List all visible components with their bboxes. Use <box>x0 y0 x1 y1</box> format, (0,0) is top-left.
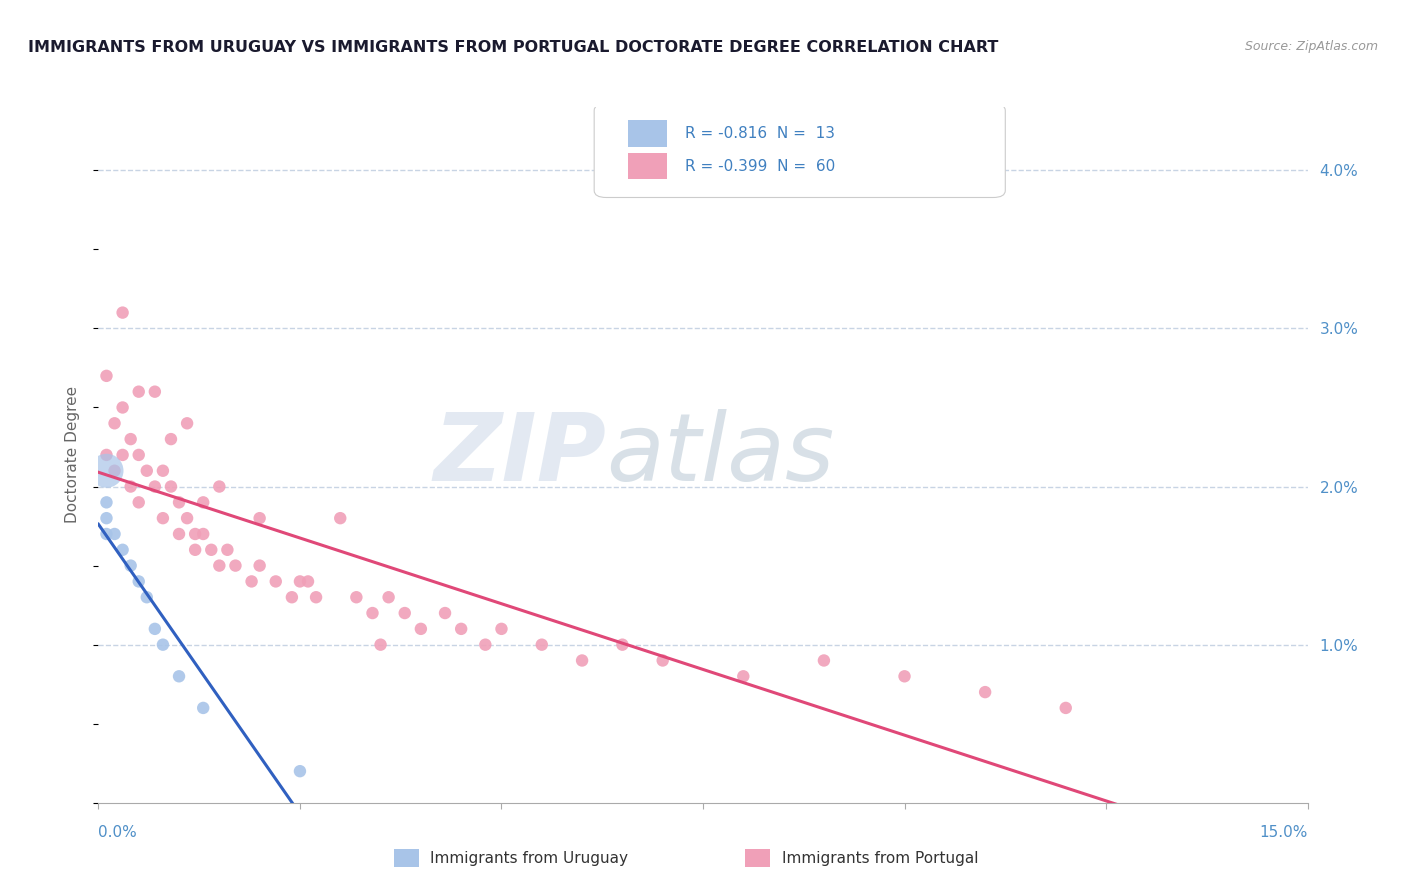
Point <box>249 558 271 573</box>
Text: Immigrants from Portugal: Immigrants from Portugal <box>782 851 979 865</box>
Text: R = -0.816  N =  13: R = -0.816 N = 13 <box>685 126 835 141</box>
Text: Immigrants from Uruguay: Immigrants from Uruguay <box>430 851 628 865</box>
Point <box>167 669 190 683</box>
Point <box>377 591 399 605</box>
Point <box>193 527 215 541</box>
Point <box>120 479 142 493</box>
Point <box>288 574 311 589</box>
Point <box>305 591 328 605</box>
Point <box>143 384 166 399</box>
Point <box>143 622 166 636</box>
Point <box>281 591 304 605</box>
Text: Source: ZipAtlas.com: Source: ZipAtlas.com <box>1244 40 1378 54</box>
Point <box>103 417 125 431</box>
Point <box>893 669 915 683</box>
Point <box>249 511 271 525</box>
Point <box>1054 701 1077 715</box>
Point <box>651 653 673 667</box>
Point <box>152 511 174 525</box>
Point <box>297 574 319 589</box>
Text: atlas: atlas <box>606 409 835 500</box>
Point <box>361 606 384 620</box>
Point <box>96 495 118 509</box>
Point <box>111 401 134 415</box>
Point <box>434 606 457 620</box>
Point <box>193 701 215 715</box>
Point <box>612 638 634 652</box>
Point <box>111 305 134 319</box>
Point <box>200 542 222 557</box>
Point <box>120 432 142 446</box>
Point <box>240 574 263 589</box>
Point <box>450 622 472 636</box>
Point <box>111 448 134 462</box>
Point <box>160 479 183 493</box>
Point <box>409 622 432 636</box>
Point <box>394 606 416 620</box>
Text: IMMIGRANTS FROM URUGUAY VS IMMIGRANTS FROM PORTUGAL DOCTORATE DEGREE CORRELATION: IMMIGRANTS FROM URUGUAY VS IMMIGRANTS FR… <box>28 40 998 55</box>
Point <box>176 511 198 525</box>
Point <box>152 464 174 478</box>
Point <box>167 495 190 509</box>
Point <box>184 542 207 557</box>
Point <box>128 384 150 399</box>
Point <box>208 479 231 493</box>
Point <box>813 653 835 667</box>
Point <box>111 542 134 557</box>
Point <box>974 685 997 699</box>
Point <box>152 638 174 652</box>
Point <box>571 653 593 667</box>
Text: ZIP: ZIP <box>433 409 606 501</box>
Point <box>329 511 352 525</box>
Point <box>208 558 231 573</box>
Text: 15.0%: 15.0% <box>1260 825 1308 840</box>
Point <box>167 527 190 541</box>
Point <box>135 591 157 605</box>
Point <box>96 368 118 383</box>
Point <box>96 448 118 462</box>
Point <box>135 464 157 478</box>
Point <box>176 417 198 431</box>
Point <box>160 432 183 446</box>
Point <box>103 464 125 478</box>
Point <box>474 638 496 652</box>
Point <box>143 479 166 493</box>
Point <box>344 591 367 605</box>
Point <box>96 527 118 541</box>
Point <box>103 527 125 541</box>
Point <box>120 558 142 573</box>
Point <box>128 448 150 462</box>
Point <box>128 574 150 589</box>
Point <box>264 574 287 589</box>
Text: R = -0.399  N =  60: R = -0.399 N = 60 <box>685 159 835 174</box>
Point <box>733 669 755 683</box>
FancyBboxPatch shape <box>595 103 1005 197</box>
Text: 0.0%: 0.0% <box>98 825 138 840</box>
Point <box>224 558 246 573</box>
Y-axis label: Doctorate Degree: Doctorate Degree <box>65 386 80 524</box>
Point <box>96 511 118 525</box>
Point <box>491 622 513 636</box>
Point <box>96 464 118 478</box>
FancyBboxPatch shape <box>628 153 666 179</box>
FancyBboxPatch shape <box>628 120 666 146</box>
Point <box>370 638 392 652</box>
Point <box>530 638 553 652</box>
Point <box>184 527 207 541</box>
Point <box>288 764 311 779</box>
Point <box>217 542 239 557</box>
Point <box>193 495 215 509</box>
Point <box>128 495 150 509</box>
